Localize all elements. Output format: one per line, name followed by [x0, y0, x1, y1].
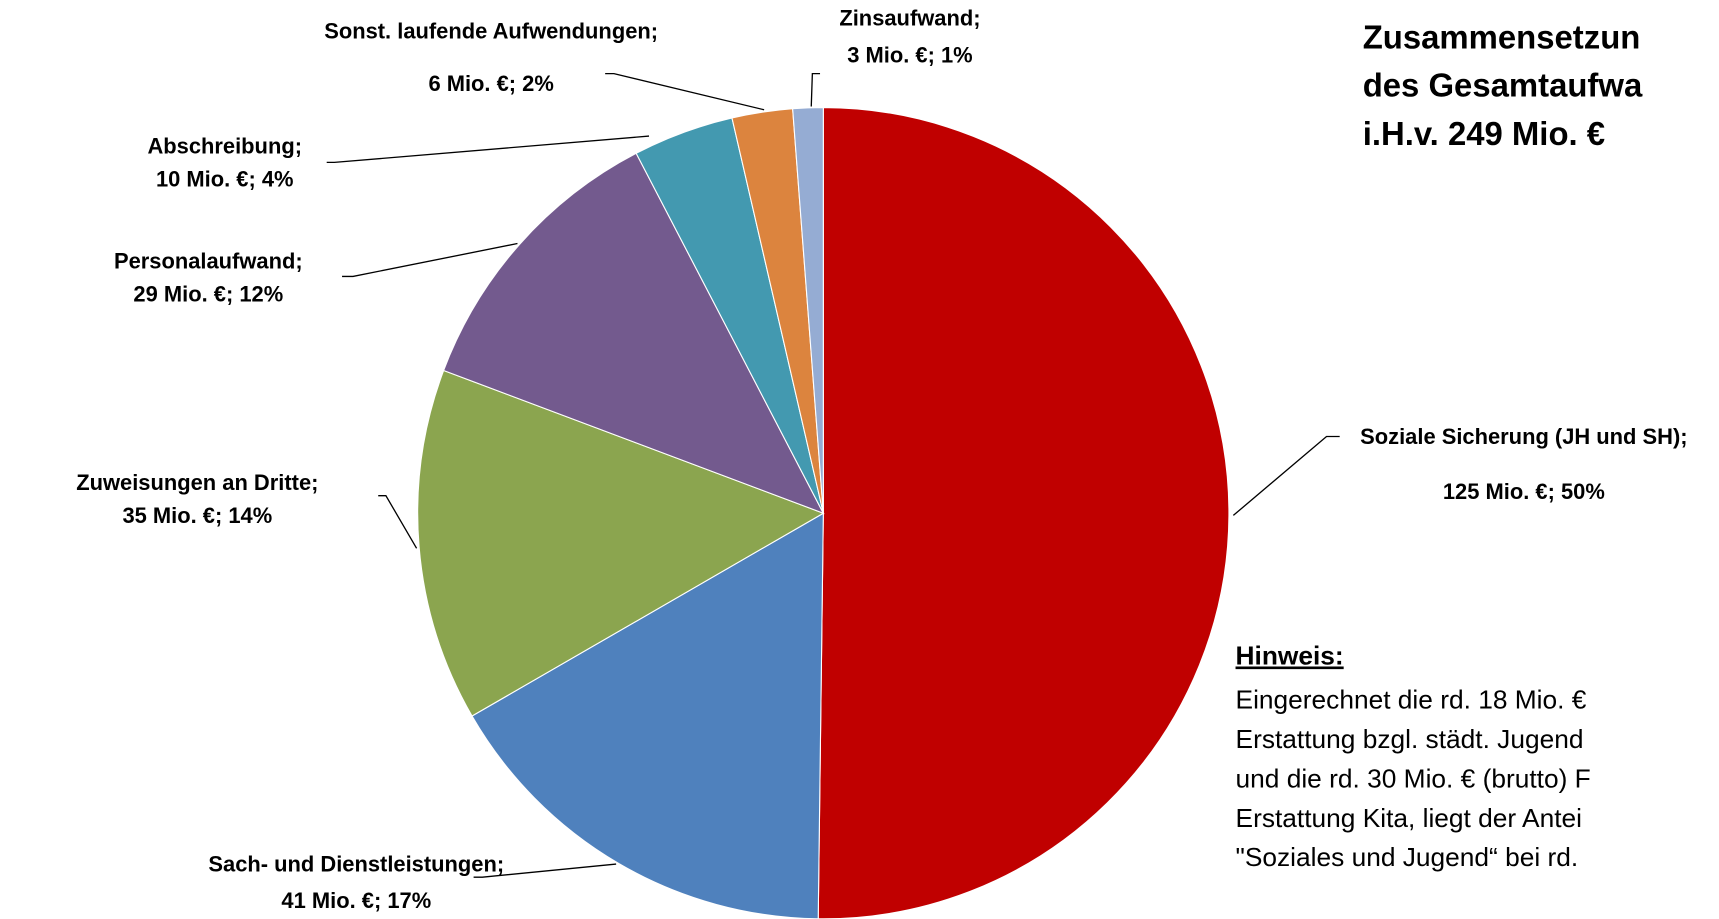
pie-slice [471, 512, 824, 919]
slice-value-label: 3 Mio. €; 1% [847, 43, 972, 68]
leader-line [326, 135, 650, 164]
leader-line [605, 72, 765, 111]
note-line: Eingerechnet die rd. 18 Mio. € [1236, 684, 1587, 714]
slice-label: Sonst. laufende Aufwendungen; [324, 19, 658, 44]
note-heading: Hinweis: [1236, 641, 1344, 671]
title-line: Zusammensetzun [1363, 18, 1641, 55]
leader-line [810, 72, 821, 107]
pie-slice [817, 107, 1230, 919]
pie-slice [417, 369, 825, 717]
title-line: i.H.v. 249 Mio. € [1363, 115, 1605, 152]
slice-label: Personalaufwand; [114, 249, 303, 274]
slice-value-label: 10 Mio. €; 4% [156, 167, 294, 192]
slice-value-label: 35 Mio. €; 14% [122, 503, 272, 528]
pie-slice [792, 107, 824, 514]
title-line: des Gesamtaufwa [1363, 67, 1643, 104]
note-line: Erstattung Kita, liegt der Antei [1236, 803, 1582, 833]
note-line: und die rd. 30 Mio. € (brutto) F [1236, 763, 1591, 793]
slice-label: Soziale Sicherung (JH und SH); [1360, 424, 1687, 449]
pie-slice [442, 152, 825, 515]
slice-label: Zuweisungen an Dritte; [76, 470, 318, 495]
slice-value-label: 125 Mio. €; 50% [1443, 479, 1605, 504]
note-line: "Soziales und Jugend“ bei rd. [1236, 842, 1579, 872]
slice-label: Sach- und Dienstleistungen; [208, 852, 504, 877]
slice-label: Zinsaufwand; [839, 5, 980, 30]
slice-value-label: 6 Mio. €; 2% [428, 71, 553, 96]
leader-line [473, 863, 617, 878]
leader-line [1232, 435, 1340, 516]
leader-line [342, 242, 518, 278]
slice-value-label: 41 Mio. €; 17% [281, 888, 431, 913]
slice-value-label: 29 Mio. €; 12% [133, 282, 283, 307]
note-line: Erstattung bzgl. städt. Jugend [1236, 724, 1584, 754]
slice-label: Abschreibung; [147, 134, 302, 159]
leader-line [378, 495, 418, 549]
